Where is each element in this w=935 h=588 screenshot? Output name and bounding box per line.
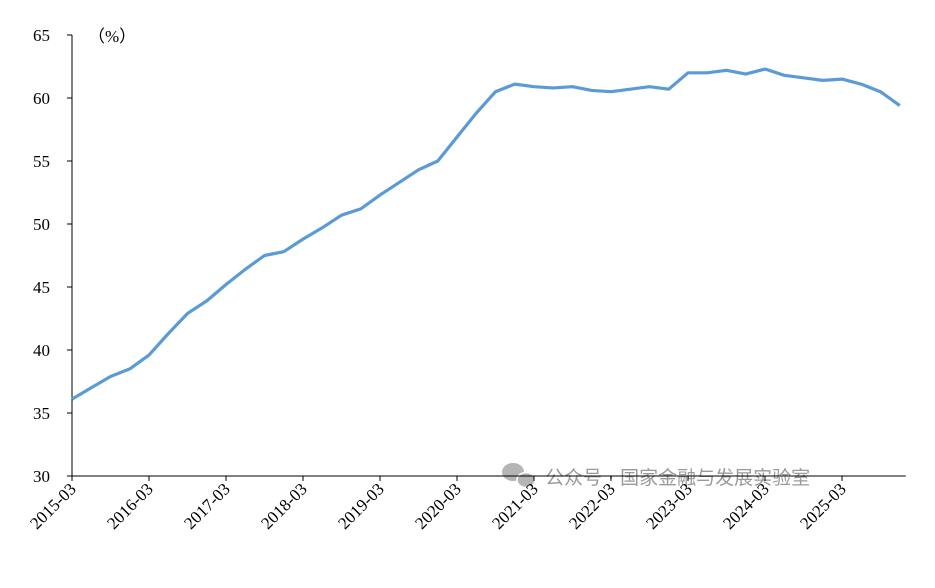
x-tick-label: 2018-03 (257, 479, 311, 533)
y-tick-label: 60 (33, 89, 50, 108)
y-tick-label: 55 (33, 152, 50, 171)
x-tick-label: 2020-03 (411, 479, 465, 533)
y-tick-label: 35 (33, 404, 50, 423)
y-tick-label: 65 (33, 26, 50, 45)
x-tick-label: 2015-03 (26, 479, 80, 533)
y-tick-label: 50 (33, 215, 50, 234)
y-tick-label: 40 (33, 341, 50, 360)
y-axis-label: （%） (88, 27, 136, 46)
x-tick-label: 2019-03 (334, 479, 388, 533)
x-tick-label: 2016-03 (103, 479, 157, 533)
y-tick-label: 30 (33, 467, 50, 486)
x-tick-label: 2017-03 (180, 479, 234, 533)
watermark-text: 公众号 · 国家金融与发展实验室 (545, 467, 810, 489)
data-line (71, 67, 901, 401)
x-tick-label: 2021-03 (488, 479, 542, 533)
y-tick-label: 45 (33, 278, 50, 297)
